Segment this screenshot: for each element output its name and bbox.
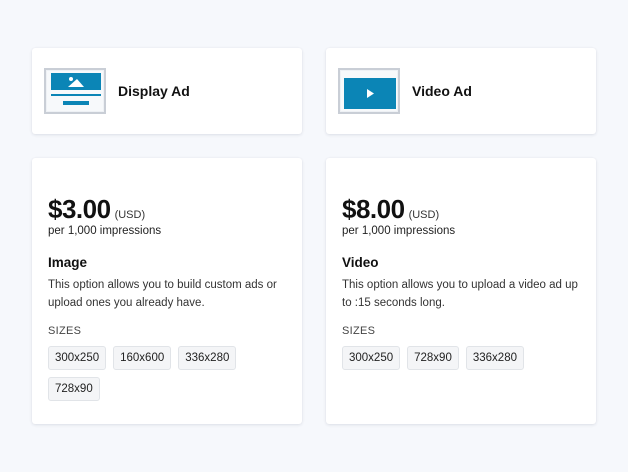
size-chips: 300x250 728x90 336x280	[342, 346, 582, 377]
price-unit: per 1,000 impressions	[342, 225, 456, 237]
video-ad-icon	[338, 68, 400, 114]
size-chip: 336x280	[178, 346, 237, 370]
option-description: This option allows you to build custom a…	[48, 279, 277, 309]
option-title: Video	[342, 255, 379, 270]
price-unit: per 1,000 impressions	[48, 225, 162, 237]
price: $8.00	[342, 194, 405, 224]
video-ad-label: Video Ad	[412, 83, 472, 99]
display-ad-label: Display Ad	[118, 83, 190, 99]
size-chip: 300x250	[48, 346, 107, 370]
size-chip: 300x250	[342, 346, 401, 370]
size-chips: 300x250 160x600 336x280 728x90	[48, 346, 288, 408]
image-plan-card: $3.00 (USD) per 1,000 impressions Image …	[32, 158, 302, 424]
size-chip: 728x90	[48, 377, 100, 401]
currency: (USD)	[408, 209, 440, 221]
sizes-label: SIZES	[342, 325, 376, 337]
size-chip: 728x90	[407, 346, 459, 370]
size-chip: 336x280	[465, 346, 524, 370]
price: $3.00	[48, 194, 111, 224]
option-title: Image	[48, 255, 88, 270]
display-ad-icon	[44, 68, 106, 114]
video-ad-card[interactable]: Video Ad	[326, 48, 596, 134]
option-description: This option allows you to upload a video…	[342, 279, 578, 309]
currency: (USD)	[114, 209, 146, 221]
size-chip: 160x600	[113, 346, 172, 370]
sizes-label: SIZES	[48, 325, 82, 337]
display-ad-card[interactable]: Display Ad	[32, 48, 302, 134]
video-plan-card: $8.00 (USD) per 1,000 impressions Video …	[326, 158, 596, 424]
